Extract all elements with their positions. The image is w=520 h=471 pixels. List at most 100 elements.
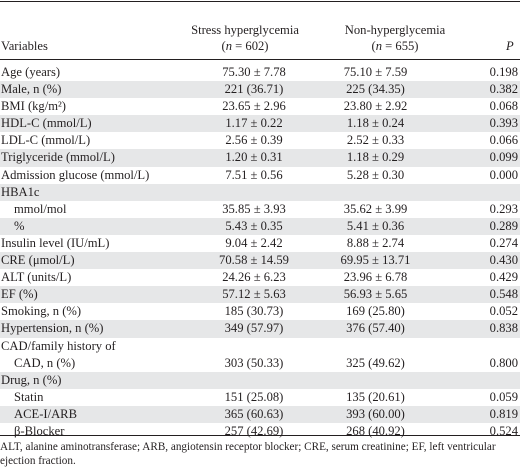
- non-hyperglycemia-value: 376 (57.40): [304, 320, 447, 338]
- stress-hyperglycemia-value: 365 (60.63): [204, 405, 304, 423]
- table-row: HBA1c: [0, 183, 520, 201]
- stress-hyperglycemia-value: [204, 338, 304, 355]
- stress-hyperglycemia-value: 349 (57.97): [204, 320, 304, 338]
- header-variables: Variables: [1, 39, 48, 53]
- p-value: 0.430: [447, 252, 520, 270]
- top-rule: [0, 1, 520, 2]
- data-table: Age (years) 75.30 ± 7.78 75.10 ± 7.59 0.198…: [0, 64, 520, 440]
- table-row: CAD/family history of: [0, 338, 520, 355]
- stress-hyperglycemia-value: 7.51 ± 0.56: [225, 167, 283, 182]
- stress-hyperglycemia-value: 5.43 ± 0.35: [204, 217, 304, 235]
- p-value: 0.393: [447, 115, 520, 133]
- non-hyperglycemia-value: 23.80 ± 2.92: [343, 99, 408, 114]
- table-row: Hypertension, n (%) 349 (57.97) 376 (57.40…: [0, 320, 520, 338]
- table-row: Male, n (%) 221 (36.71) 225 (34.35) 0.382: [0, 81, 520, 99]
- non-hyperglycemia-value: 169 (25.80): [346, 304, 405, 319]
- header-rule: [0, 59, 520, 60]
- row-label: Admission glucose (mmol/L): [1, 167, 150, 182]
- non-hyperglycemia-value: 35.62 ± 3.99: [343, 201, 408, 216]
- stress-hyperglycemia-value: 1.17 ± 0.22: [204, 115, 304, 133]
- non-hyperglycemia-value: 75.10 ± 7.59: [343, 65, 408, 79]
- header-group1-name: Stress hyperglycemia: [191, 23, 299, 37]
- non-hyperglycemia-value: 5.41 ± 0.36: [304, 217, 447, 235]
- p-value: [447, 183, 520, 201]
- stress-hyperglycemia-value: [204, 183, 304, 201]
- row-label: Insulin level (IU/mL): [1, 235, 110, 250]
- p-value: 0.052: [489, 304, 518, 319]
- table-row: EF (%) 57.12 ± 5.63 56.93 ± 5.65 0.548: [0, 286, 520, 304]
- row-label: CRE (μmol/L): [0, 252, 204, 270]
- non-hyperglycemia-value: [304, 371, 447, 389]
- table-row: Smoking, n (%) 185 (30.73) 169 (25.80) 0.05…: [0, 303, 520, 320]
- stress-hyperglycemia-value: 2.56 ± 0.39: [225, 133, 283, 148]
- row-label: CAD/family history of: [1, 338, 116, 353]
- row-label: CAD, n (%): [14, 355, 76, 370]
- p-value: 0.198: [489, 65, 518, 79]
- stress-hyperglycemia-value: 70.58 ± 14.59: [204, 252, 304, 270]
- p-value: 0.838: [447, 320, 520, 338]
- row-label: Statin: [14, 389, 44, 404]
- table-row: LDL-C (mmol/L) 2.56 ± 0.39 2.52 ± 0.33 0.06…: [0, 132, 520, 149]
- table-row: BMI (kg/m²) 23.65 ± 2.96 23.80 ± 2.92 0.068: [0, 98, 520, 115]
- stress-hyperglycemia-value: 23.65 ± 2.96: [222, 99, 286, 114]
- stress-hyperglycemia-value: 9.04 ± 2.42: [225, 235, 283, 250]
- row-label: HDL-C (mmol/L): [0, 115, 204, 133]
- p-value: 0.293: [489, 201, 518, 216]
- non-hyperglycemia-value: 69.95 ± 13.71: [304, 252, 447, 270]
- table-row: mmol/mol 35.85 ± 3.93 35.62 ± 3.99 0.293: [0, 201, 520, 218]
- header-group1-n: (n = 602): [221, 39, 269, 53]
- non-hyperglycemia-value: 268 (40.92): [346, 423, 405, 438]
- stress-hyperglycemia-value: 185 (30.73): [224, 304, 284, 319]
- table-row: Insulin level (IU/mL) 9.04 ± 2.42 8.88 ± 2…: [0, 235, 520, 252]
- stress-hyperglycemia-value: 1.20 ± 0.31: [204, 149, 304, 167]
- data-table-body: Age (years) 75.30 ± 7.78 75.10 ± 7.59 0.198…: [0, 64, 520, 440]
- row-label: HBA1c: [0, 183, 204, 201]
- non-hyperglycemia-value: 1.18 ± 0.24: [304, 115, 447, 133]
- non-hyperglycemia-value: [304, 338, 447, 355]
- non-hyperglycemia-value: 8.88 ± 2.74: [346, 235, 405, 250]
- table-row: Admission glucose (mmol/L) 7.51 ± 0.56 5.2…: [0, 167, 520, 184]
- row-label: Age (years): [1, 65, 61, 79]
- p-value: [447, 371, 520, 389]
- p-value: 0.274: [489, 235, 518, 250]
- non-hyperglycemia-value: 325 (49.62): [346, 355, 405, 370]
- stress-hyperglycemia-value: 257 (42.69): [224, 423, 284, 438]
- row-label: ACE-I/ARB: [0, 405, 204, 423]
- non-hyperglycemia-value: 1.18 ± 0.29: [304, 149, 447, 167]
- row-label: Male, n (%): [0, 81, 204, 99]
- stress-hyperglycemia-value: 303 (50.33): [224, 355, 284, 370]
- stress-hyperglycemia-value: [204, 371, 304, 389]
- row-label: LDL-C (mmol/L): [1, 133, 91, 148]
- non-hyperglycemia-value: 393 (60.00): [304, 405, 447, 423]
- header-group2-name: Non-hyperglycemia: [344, 23, 446, 37]
- table-row: CAD, n (%) 303 (50.33) 325 (49.62) 0.800: [0, 355, 520, 372]
- stress-hyperglycemia-value: 35.85 ± 3.93: [222, 201, 286, 216]
- row-label: Drug, n (%): [0, 371, 204, 389]
- footnote: ALT, alanine aminotransferase; ARB, angi…: [0, 441, 496, 467]
- non-hyperglycemia-value: 23.96 ± 6.78: [343, 270, 408, 285]
- p-value: 0.068: [489, 99, 518, 114]
- header-p: P: [506, 39, 514, 53]
- stress-hyperglycemia-value: 75.30 ± 7.78: [222, 65, 286, 79]
- p-value: 0.429: [489, 270, 518, 285]
- row-label: EF (%): [0, 286, 204, 304]
- p-value: 0.819: [447, 405, 520, 423]
- table-row: Drug, n (%): [0, 371, 520, 389]
- table-row: Age (years) 75.30 ± 7.78 75.10 ± 7.59 0.198: [0, 64, 520, 81]
- row-label: Smoking, n (%): [1, 304, 82, 319]
- row-label: Hypertension, n (%): [0, 320, 204, 338]
- row-label: Triglyceride (mmol/L): [0, 149, 204, 167]
- p-value: 0.000: [489, 167, 518, 182]
- header-group1: Stress hyperglycemia (n = 602): [180, 22, 310, 54]
- non-hyperglycemia-value: 135 (20.61): [346, 389, 405, 404]
- table-row: ALT (units/L) 24.26 ± 6.23 23.96 ± 6.78 0.4…: [0, 269, 520, 286]
- non-hyperglycemia-value: 5.28 ± 0.30: [346, 167, 405, 182]
- row-label: BMI (kg/m²): [1, 99, 66, 114]
- stress-hyperglycemia-value: 24.26 ± 6.23: [222, 270, 286, 285]
- row-label: %: [0, 217, 204, 235]
- p-value: 0.066: [489, 133, 518, 148]
- row-label: mmol/mol: [14, 201, 67, 216]
- bottom-rule: [0, 435, 520, 436]
- table-row: Statin 151 (25.08) 135 (20.61) 0.059: [0, 389, 520, 406]
- table-row: % 5.43 ± 0.35 5.41 ± 0.36 0.289: [0, 217, 520, 235]
